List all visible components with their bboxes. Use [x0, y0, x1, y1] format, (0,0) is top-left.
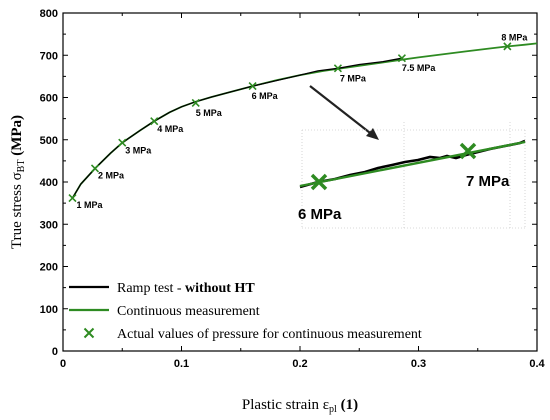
y-tick-label: 100 — [40, 304, 58, 316]
pressure-annotation-label: 7.5 MPa — [402, 63, 437, 73]
pressure-annotation-label: 7 MPa — [340, 73, 367, 83]
y-tick-label: 600 — [40, 93, 58, 105]
pressure-marker — [397, 54, 406, 63]
x-tick-label: 0.3 — [411, 358, 426, 370]
zoom-arrow — [309, 85, 375, 137]
inset-pressure-marker — [310, 173, 328, 191]
inset-label-7mpa: 7 MPa — [466, 173, 510, 190]
series-ramp-test-line — [71, 57, 403, 199]
y-tick-label: 700 — [40, 50, 58, 62]
pressure-marker — [118, 138, 127, 147]
pressure-annotation-label: 8 MPa — [501, 32, 528, 42]
pressure-marker — [90, 164, 100, 173]
pressure-annotation-label: 3 MPa — [125, 146, 152, 156]
legend-label-ramp-test: Ramp test - without HT — [117, 281, 255, 296]
y-tick-label: 200 — [40, 262, 58, 274]
pressure-annotation-label: 2 MPa — [98, 170, 125, 180]
pressure-annotation-label: 4 MPa — [157, 124, 184, 134]
y-tick-label: 500 — [40, 135, 58, 147]
legend-label-markers: Actual values of pressure for continuous… — [117, 327, 422, 342]
pressure-annotation-label: 6 MPa — [252, 91, 279, 101]
pressure-marker — [68, 193, 77, 203]
pressure-marker — [333, 64, 342, 73]
pressure-annotation-label: 1 MPa — [76, 200, 103, 210]
legend-swatch-markers — [83, 327, 95, 339]
legend-label-continuous: Continuous measurement — [117, 304, 260, 319]
inset-label-6mpa: 6 MPa — [298, 206, 342, 223]
y-tick-label: 300 — [40, 219, 58, 231]
y-tick-label: 800 — [40, 8, 58, 20]
inset-pressure-marker — [459, 142, 477, 160]
x-tick-label: 0.2 — [292, 358, 307, 370]
pressure-annotation-label: 5 MPa — [196, 108, 223, 118]
pressure-marker — [248, 82, 257, 91]
pressure-marker — [503, 42, 512, 51]
x-tick-label: 0 — [60, 358, 66, 370]
x-axis-title: Plastic strain εpl (1) — [242, 397, 358, 415]
y-axis-title: True stress σBT (MPa) — [9, 115, 27, 249]
y-tick-label: 400 — [40, 177, 58, 189]
y-tick-label: 0 — [52, 346, 58, 358]
x-tick-label: 0.4 — [529, 358, 545, 370]
pressure-marker — [191, 98, 200, 108]
pressure-marker — [150, 117, 159, 126]
inset-continuous-line — [299, 140, 526, 188]
x-tick-label: 0.1 — [174, 358, 189, 370]
zoom-arrow-head — [366, 128, 379, 140]
